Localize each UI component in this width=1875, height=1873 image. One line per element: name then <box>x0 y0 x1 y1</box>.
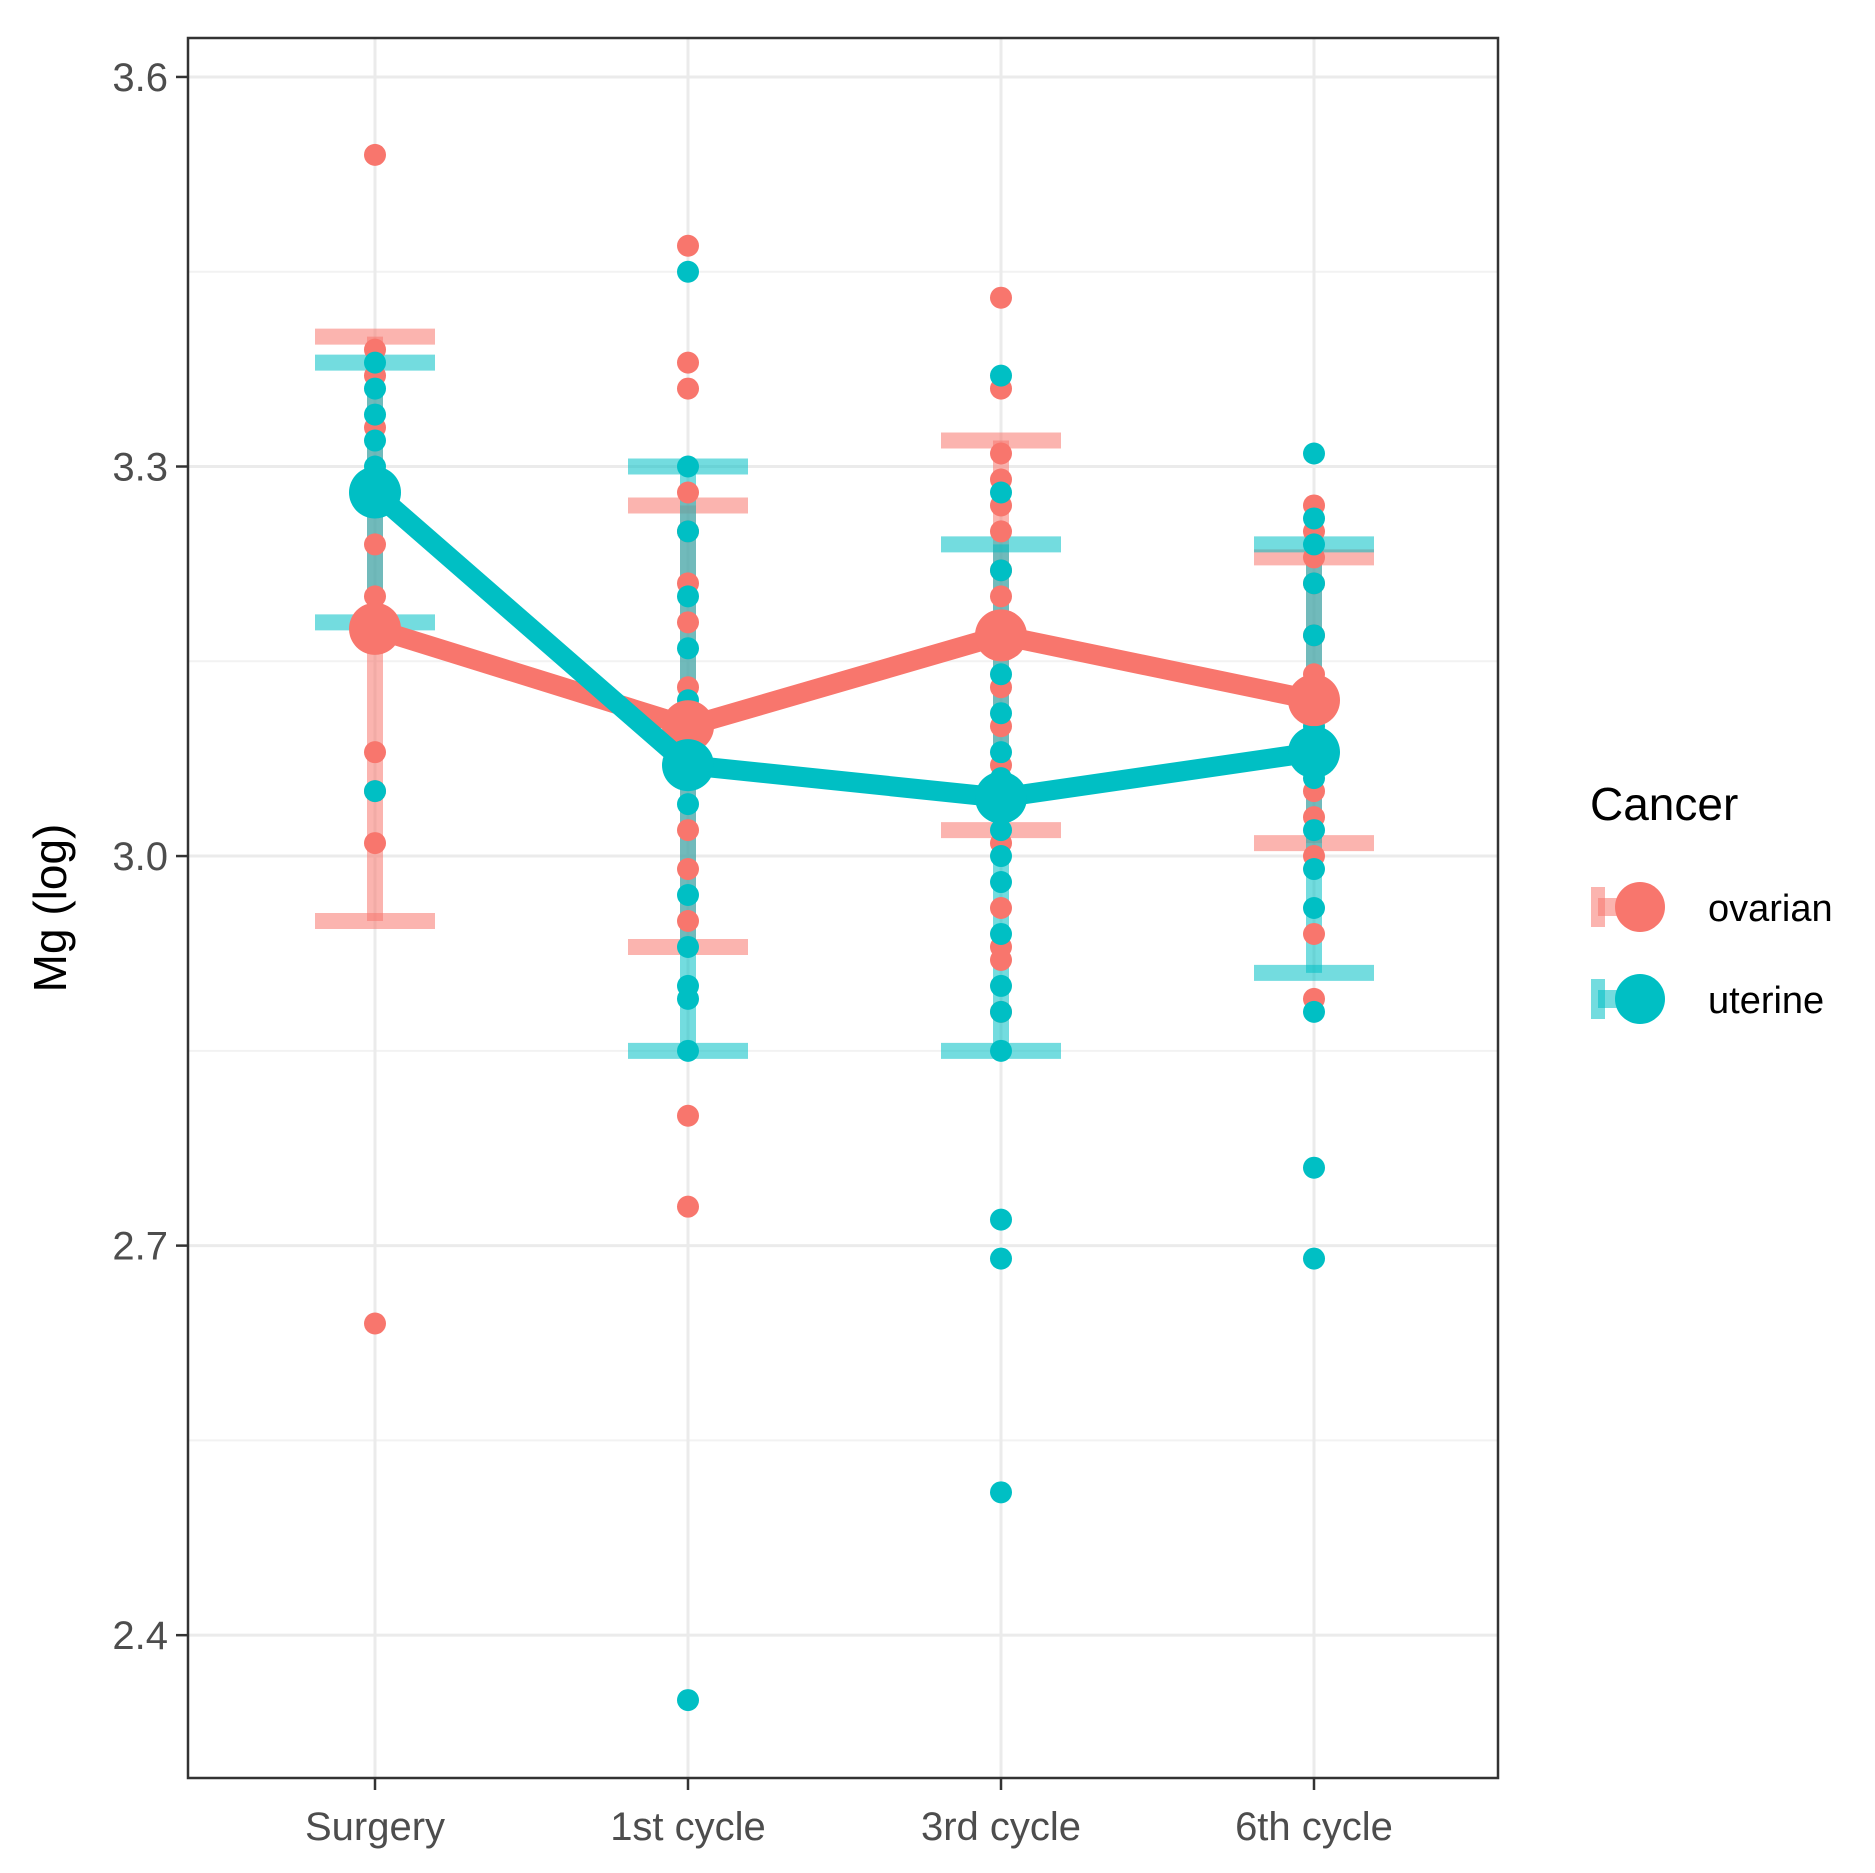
x-axis: Surgery 1st cycle 3rd cycle 6th cycle <box>305 1778 1393 1849</box>
data-point-uterine <box>990 481 1012 504</box>
data-point-uterine <box>364 780 386 803</box>
data-point-ovarian <box>677 1195 699 1218</box>
mean-point-uterine <box>349 466 401 519</box>
mean-point-ovarian <box>1288 674 1340 727</box>
data-point-uterine <box>990 663 1012 686</box>
legend-label-ovarian: ovarian <box>1708 888 1833 930</box>
data-point-uterine <box>1303 572 1325 595</box>
data-point-uterine <box>677 793 699 816</box>
data-point-uterine <box>990 1481 1012 1504</box>
x-tick-label: 1st cycle <box>610 1805 766 1849</box>
x-tick-label: 3rd cycle <box>921 1805 1081 1849</box>
data-point-uterine <box>1303 1000 1325 1023</box>
legend-label-uterine: uterine <box>1708 980 1824 1022</box>
data-point-ovarian <box>677 377 699 400</box>
data-point-uterine <box>1303 533 1325 556</box>
plot-panel-background <box>188 38 1498 1778</box>
data-point-uterine <box>990 845 1012 868</box>
y-axis-title: Mg (log) <box>24 824 76 993</box>
data-point-uterine <box>990 702 1012 725</box>
y-tick-label: 2.4 <box>112 1614 168 1658</box>
data-point-ovarian <box>1303 922 1325 945</box>
data-point-ovarian <box>364 585 386 608</box>
data-point-uterine <box>677 260 699 283</box>
data-point-ovarian <box>364 832 386 855</box>
y-tick-label: 3.6 <box>112 56 168 100</box>
data-point-ovarian <box>990 897 1012 919</box>
data-point-uterine <box>990 741 1012 764</box>
data-point-uterine <box>990 1039 1012 1062</box>
data-point-uterine <box>1303 507 1325 530</box>
data-point-ovarian <box>990 948 1012 971</box>
y-tick-label: 3.3 <box>112 446 168 490</box>
mean-point-ovarian <box>975 609 1027 662</box>
data-point-uterine <box>1303 858 1325 881</box>
data-point-uterine <box>990 1247 1012 1270</box>
data-point-ovarian <box>990 286 1012 309</box>
data-point-uterine <box>1303 819 1325 842</box>
y-axis: 2.4 2.7 3.0 3.3 3.6 <box>112 56 188 1658</box>
data-point-uterine <box>364 351 386 374</box>
data-point-ovarian <box>677 819 699 842</box>
data-point-ovarian <box>364 533 386 556</box>
mean-point-uterine <box>662 739 714 792</box>
legend-key-marker-uterine <box>1615 974 1665 1024</box>
data-point-uterine <box>990 871 1012 894</box>
mean-line-uterine <box>365 482 1324 808</box>
data-point-uterine <box>677 520 699 543</box>
data-point-uterine <box>990 364 1012 387</box>
mean-point-ovarian <box>349 602 401 655</box>
data-point-uterine <box>990 1208 1012 1231</box>
data-point-ovarian <box>677 481 699 504</box>
y-tick-label: 3.0 <box>112 835 168 879</box>
data-point-uterine <box>1303 897 1325 919</box>
y-tick-label: 2.7 <box>112 1225 168 1269</box>
mean-point-ovarian <box>662 700 714 753</box>
data-point-ovarian <box>677 909 699 932</box>
data-point-uterine <box>677 585 699 608</box>
data-point-uterine <box>677 884 699 907</box>
data-point-uterine <box>1303 624 1325 647</box>
data-point-uterine <box>677 637 699 660</box>
data-point-uterine <box>990 819 1012 842</box>
data-point-uterine <box>990 922 1012 945</box>
data-point-uterine <box>677 455 699 478</box>
data-point-uterine <box>990 1000 1012 1023</box>
data-point-ovarian <box>677 234 699 257</box>
data-point-uterine <box>1303 1156 1325 1179</box>
mean-lines <box>349 466 1340 824</box>
data-point-ovarian <box>990 442 1012 465</box>
data-point-uterine <box>677 935 699 958</box>
data-point-uterine <box>364 377 386 400</box>
data-point-ovarian <box>677 351 699 374</box>
data-point-uterine <box>1303 442 1325 465</box>
data-point-ovarian <box>990 585 1012 608</box>
data-point-ovarian <box>677 1104 699 1127</box>
legend-key-marker-ovarian <box>1615 882 1665 932</box>
mean-point-uterine <box>975 771 1027 824</box>
data-point-ovarian <box>677 611 699 634</box>
x-tick-label: Surgery <box>305 1805 445 1849</box>
data-point-uterine <box>677 1689 699 1712</box>
data-point-ovarian <box>364 741 386 764</box>
legend: Cancer ovarian uterine <box>1590 778 1833 1024</box>
x-tick-label: 6th cycle <box>1235 1805 1393 1849</box>
mean-point-uterine <box>1288 726 1340 779</box>
data-point-uterine <box>990 974 1012 997</box>
data-point-ovarian <box>364 1312 386 1335</box>
data-point-uterine <box>1303 1247 1325 1270</box>
data-point-ovarian <box>677 858 699 881</box>
data-point-uterine <box>364 403 386 426</box>
mean-line-ovarian <box>365 618 1324 737</box>
data-point-uterine <box>364 429 386 452</box>
plot-panel-border <box>186 36 1500 1780</box>
data-point-uterine <box>677 987 699 1010</box>
data-point-uterine <box>990 559 1012 582</box>
data-point-ovarian <box>990 520 1012 543</box>
legend-title: Cancer <box>1590 778 1738 830</box>
data-point-ovarian <box>364 143 386 166</box>
data-point-uterine <box>677 1039 699 1062</box>
